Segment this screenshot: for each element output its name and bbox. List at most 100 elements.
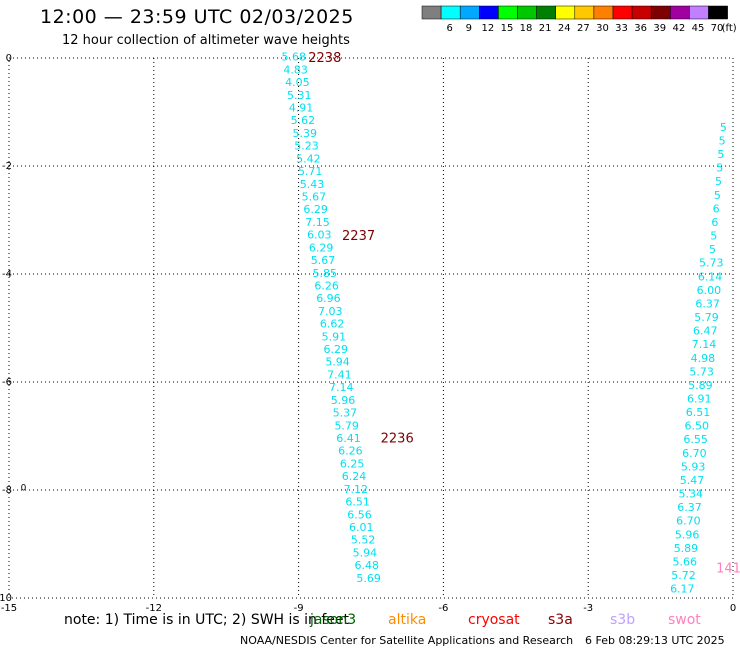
colorbar-label: 39: [653, 23, 666, 34]
lat-tick-label: -8: [2, 485, 12, 496]
wave-height-label: 5.96: [675, 528, 700, 541]
colorbar-label: 9: [466, 23, 472, 34]
lon-tick-label: -9: [294, 603, 304, 614]
colorbar-swatch: [574, 5, 595, 20]
lon-tick-label: -3: [583, 603, 593, 614]
wave-height-label: 6.03: [307, 229, 332, 242]
wave-height-label: 6.62: [320, 318, 345, 331]
wave-height-label: 5.89: [688, 379, 713, 392]
wave-height-label: 6.55: [683, 433, 708, 446]
colorbar-swatch: [421, 5, 442, 20]
track-id-label: 2236: [381, 432, 414, 447]
wave-height-label: 6.25: [340, 457, 365, 470]
wave-height-label: 5.37: [333, 407, 358, 420]
wave-height-label: 5.52: [351, 534, 376, 547]
page-title: 12:00 — 23:59 UTC 02/03/2025: [40, 6, 354, 28]
colorbar-swatch: [459, 5, 480, 20]
units-note: note: 1) Time is in UTC; 2) SWH is in fe…: [64, 612, 350, 628]
lat-tick-label: 0: [6, 53, 12, 64]
lat-tick-label: -6: [2, 377, 12, 388]
wave-height-label: 6.70: [676, 515, 701, 528]
wave-height-label: 5.47: [680, 474, 705, 487]
colorbar-swatch: [670, 5, 690, 20]
wave-height-label: 5.93: [681, 460, 706, 473]
footer-organization: NOAA/NESDIS Center for Satellite Applica…: [240, 634, 574, 647]
colorbar-label: 21: [539, 23, 552, 34]
colorbar-label: 42: [672, 23, 685, 34]
wave-height-label: 5.94: [325, 356, 350, 369]
colorbar-label: 30: [596, 23, 609, 34]
wave-height-label: 6.26: [314, 279, 339, 292]
colorbar-label: 24: [558, 23, 571, 34]
legend-swot: swot: [668, 612, 701, 628]
wave-height-label: 5.42: [296, 152, 321, 165]
wave-height-label: 6.24: [342, 470, 367, 483]
wave-height-label: 6.51: [686, 406, 711, 419]
wave-height-label: 5.31: [287, 89, 312, 102]
wave-height-label: 7.14: [692, 338, 717, 351]
track-id-label: 141: [716, 561, 740, 576]
colorbar-swatch: [593, 5, 614, 20]
wave-height-label: 6.56: [347, 508, 372, 521]
colorbar-label: 36: [634, 23, 647, 34]
wave-height-label: 5: [720, 121, 727, 134]
wave-height-label: 6.14: [698, 270, 723, 283]
colorbar-swatch: [440, 5, 461, 20]
wave-height-label: 4.83: [283, 63, 308, 76]
wave-height-label: 6.96: [316, 292, 341, 305]
wave-height-label: 5.39: [292, 127, 317, 140]
wave-height-label: 5.68: [282, 51, 307, 64]
colorbar-swatch: [555, 5, 576, 20]
legend-altika: altika: [388, 612, 427, 628]
wave-height-label: 5: [715, 175, 722, 188]
colorbar-swatch: [650, 5, 671, 20]
legend-s3b: s3b: [610, 612, 636, 628]
wave-height-label: 6.29: [309, 241, 334, 254]
lat-tick-label: -4: [2, 269, 12, 280]
wave-height-label: 6.37: [677, 501, 702, 514]
wave-height-label: 6.41: [336, 432, 361, 445]
lat-tick-label: -2: [2, 161, 12, 172]
legend-jason3: jason3: [310, 612, 357, 628]
colorbar-swatch: [479, 5, 499, 20]
wave-height-label: 5.79: [334, 419, 359, 432]
colorbar-swatch: [517, 5, 537, 20]
colorbar-swatch: [612, 5, 633, 20]
colorbar-label: 15: [501, 23, 514, 34]
wave-height-label: 6.47: [693, 325, 718, 338]
colorbar-swatch: [631, 5, 652, 20]
wave-height-label: 7.14: [329, 381, 354, 394]
lon-tick-label: 0: [730, 603, 736, 614]
wave-height-label: 5: [717, 148, 724, 161]
footer-timestamp: 6 Feb 08:29:13 UTC 2025: [585, 634, 725, 647]
wave-height-label: 6.01: [349, 521, 374, 534]
wave-height-label: 5.43: [300, 178, 325, 191]
wave-height-label: 7.03: [318, 305, 343, 318]
wave-height-label: 5.67: [311, 254, 336, 267]
wave-height-label: 4.91: [289, 102, 314, 115]
small-marker: 0: [21, 483, 27, 493]
track-id-label: 2238: [308, 51, 341, 66]
wave-height-label: 6.17: [670, 583, 695, 596]
colorbar-label: 27: [577, 23, 590, 34]
legend-cryosat: cryosat: [468, 612, 520, 628]
colorbar-label: 12: [481, 23, 494, 34]
wave-height-label: 5.72: [671, 569, 696, 582]
wave-height-label: 5.79: [694, 311, 719, 324]
wave-height-label: 5.62: [291, 114, 316, 127]
wave-height-label: 6.26: [338, 445, 363, 458]
wave-height-label: 7.12: [344, 483, 369, 496]
wave-height-label: 6.37: [695, 297, 720, 310]
wave-height-label: 4.05: [285, 76, 310, 89]
wave-height-label: 6.00: [697, 284, 722, 297]
colorbar-swatch: [689, 5, 709, 20]
wave-height-label: 6.70: [682, 447, 707, 460]
wave-height-label: 5: [710, 230, 717, 243]
colorbar-label: 45: [692, 23, 705, 34]
wave-height-label: 6.29: [323, 343, 348, 356]
wave-height-label: 5: [714, 189, 721, 202]
wave-height-label: 5.69: [356, 572, 381, 585]
wave-height-label: 5.94: [353, 546, 378, 559]
wave-height-label: 6.29: [303, 203, 328, 216]
